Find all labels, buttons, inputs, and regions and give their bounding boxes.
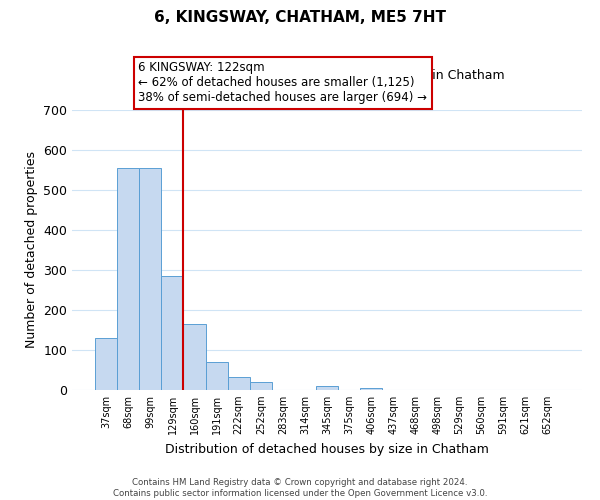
X-axis label: Distribution of detached houses by size in Chatham: Distribution of detached houses by size … xyxy=(165,442,489,456)
Bar xyxy=(360,388,382,390)
Text: 6 KINGSWAY: 122sqm
← 62% of detached houses are smaller (1,125)
38% of semi-deta: 6 KINGSWAY: 122sqm ← 62% of detached hou… xyxy=(139,62,427,104)
Bar xyxy=(161,276,184,390)
Bar xyxy=(227,377,250,390)
Bar xyxy=(95,338,117,390)
Title: Size of property relative to detached houses in Chatham: Size of property relative to detached ho… xyxy=(149,70,505,82)
Bar xyxy=(206,362,227,390)
Text: Contains HM Land Registry data © Crown copyright and database right 2024.
Contai: Contains HM Land Registry data © Crown c… xyxy=(113,478,487,498)
Bar xyxy=(316,386,338,390)
Text: 6, KINGSWAY, CHATHAM, ME5 7HT: 6, KINGSWAY, CHATHAM, ME5 7HT xyxy=(154,10,446,25)
Bar xyxy=(250,382,272,390)
Bar xyxy=(184,324,206,390)
Y-axis label: Number of detached properties: Number of detached properties xyxy=(25,152,38,348)
Bar xyxy=(117,168,139,390)
Bar xyxy=(139,168,161,390)
